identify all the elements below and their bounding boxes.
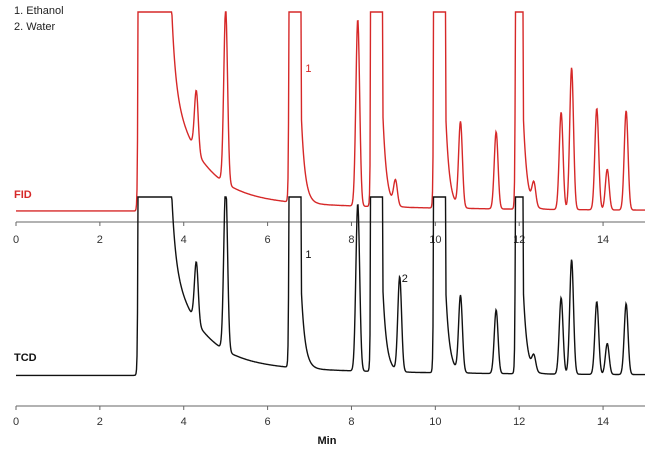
x-tick-label-tcd: 4 bbox=[181, 416, 187, 428]
peak-annotation-tcd: 2 bbox=[402, 273, 408, 285]
x-tick-label-fid: 12 bbox=[513, 234, 525, 246]
x-tick-label-tcd: 10 bbox=[429, 416, 441, 428]
legend-item-water: 2. Water bbox=[14, 21, 55, 33]
x-tick-label-fid: 2 bbox=[97, 234, 103, 246]
x-tick-label-tcd: 12 bbox=[513, 416, 525, 428]
x-tick-label-tcd: 0 bbox=[13, 416, 19, 428]
peak-annotation-fid: 1 bbox=[305, 63, 311, 75]
x-tick-label-fid: 10 bbox=[429, 234, 441, 246]
x-tick-label-tcd: 14 bbox=[597, 416, 609, 428]
x-axis-title: Min bbox=[318, 435, 337, 447]
x-tick-label-tcd: 6 bbox=[265, 416, 271, 428]
x-tick-label-fid: 4 bbox=[181, 234, 187, 246]
x-tick-label-tcd: 8 bbox=[348, 416, 354, 428]
peak-annotation-tcd: 1 bbox=[305, 249, 311, 261]
x-tick-label-tcd: 2 bbox=[97, 416, 103, 428]
trace-fid bbox=[16, 11, 645, 212]
x-tick-label-fid: 6 bbox=[265, 234, 271, 246]
tcd-channel-label: TCD bbox=[14, 352, 37, 364]
fid-channel-label: FID bbox=[14, 189, 32, 201]
trace-tcd bbox=[16, 196, 645, 377]
x-tick-label-fid: 0 bbox=[13, 234, 19, 246]
legend-item-ethanol: 1. Ethanol bbox=[14, 5, 64, 17]
x-tick-label-fid: 8 bbox=[348, 234, 354, 246]
x-tick-label-fid: 14 bbox=[597, 234, 609, 246]
